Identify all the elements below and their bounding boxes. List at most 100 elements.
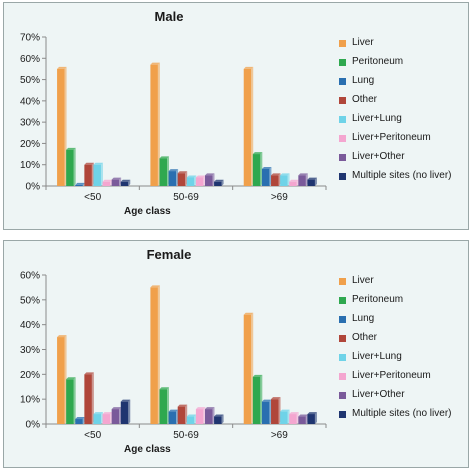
bar bbox=[150, 64, 158, 186]
bar-side bbox=[100, 162, 103, 186]
bar-side bbox=[296, 412, 299, 424]
x-tick-label: >69 bbox=[271, 192, 288, 203]
bar bbox=[57, 337, 65, 424]
legend-swatch bbox=[339, 354, 346, 361]
bar bbox=[84, 164, 92, 186]
bar-side bbox=[73, 147, 76, 186]
bar-side bbox=[194, 414, 197, 424]
y-tick-label: 70% bbox=[20, 33, 40, 44]
bar bbox=[205, 409, 213, 424]
bar bbox=[168, 171, 177, 186]
bar bbox=[75, 419, 83, 424]
legend-swatch bbox=[339, 392, 346, 399]
legend-swatch bbox=[339, 173, 346, 180]
legend-label: Liver+Lung bbox=[352, 113, 402, 124]
bar bbox=[307, 179, 315, 186]
bar-top bbox=[271, 173, 281, 176]
bar-side bbox=[64, 335, 67, 424]
legend-label: Peritoneum bbox=[352, 294, 404, 305]
legend-item: Liver+Other bbox=[339, 151, 467, 170]
legend-item: Multiple sites (no liver) bbox=[339, 408, 467, 427]
x-axis-title: Age class bbox=[124, 444, 171, 455]
bar bbox=[111, 179, 120, 186]
bar-side bbox=[203, 407, 206, 424]
bar bbox=[289, 181, 297, 186]
bar-top bbox=[168, 169, 179, 172]
bar-top bbox=[93, 412, 103, 415]
bar-side bbox=[64, 66, 67, 186]
bar-top bbox=[289, 412, 299, 415]
bar bbox=[57, 68, 65, 186]
bar-top bbox=[186, 175, 197, 178]
bar bbox=[75, 184, 83, 186]
bar bbox=[261, 401, 270, 424]
bar-top bbox=[243, 312, 254, 315]
bar-top bbox=[57, 335, 67, 338]
legend-swatch bbox=[339, 135, 346, 142]
bar-side bbox=[91, 372, 94, 424]
bar bbox=[102, 414, 111, 424]
bar bbox=[252, 154, 261, 186]
y-tick-label: 30% bbox=[20, 118, 40, 129]
bar-top bbox=[280, 409, 290, 412]
legend-label: Liver bbox=[352, 37, 374, 48]
bar bbox=[159, 158, 167, 186]
y-tick-label: 0% bbox=[26, 420, 41, 431]
bar-side bbox=[260, 374, 263, 424]
legend-label: Liver+Other bbox=[352, 151, 405, 162]
y-tick-label: 30% bbox=[20, 345, 40, 356]
bar-side bbox=[305, 173, 308, 186]
bar-top bbox=[307, 412, 317, 415]
legend-swatch bbox=[339, 78, 346, 85]
bar bbox=[280, 175, 288, 186]
bar-side bbox=[269, 399, 272, 424]
y-tick-label: 60% bbox=[20, 271, 40, 282]
bar-top bbox=[84, 162, 94, 165]
bar-top bbox=[261, 399, 272, 402]
legend-swatch bbox=[339, 411, 346, 418]
y-tick-label: 60% bbox=[20, 54, 40, 65]
bar-top bbox=[150, 285, 160, 288]
bar-top bbox=[243, 66, 254, 69]
legend-label: Lung bbox=[352, 313, 375, 324]
bar-top bbox=[252, 152, 263, 155]
bar bbox=[186, 416, 195, 424]
bar-side bbox=[212, 173, 215, 186]
bar-side bbox=[176, 169, 179, 186]
bar-side bbox=[119, 407, 122, 424]
y-tick-label: 50% bbox=[20, 75, 40, 86]
bar-side bbox=[119, 177, 122, 186]
legend-label: Multiple sites (no liver) bbox=[352, 170, 452, 181]
legend-swatch bbox=[339, 97, 346, 104]
legend-item: Peritoneum bbox=[339, 294, 467, 313]
bar bbox=[205, 175, 213, 186]
bar-top bbox=[252, 374, 263, 377]
x-tick-label: 50-69 bbox=[173, 430, 199, 441]
y-tick-label: 50% bbox=[20, 295, 40, 306]
bar-top bbox=[66, 147, 76, 150]
bar-top bbox=[261, 166, 272, 169]
bar-top bbox=[195, 407, 206, 410]
legend-item: Peritoneum bbox=[339, 56, 467, 75]
y-tick-label: 0% bbox=[26, 182, 41, 193]
bar bbox=[243, 314, 252, 424]
bar-top bbox=[75, 182, 85, 185]
bar bbox=[271, 175, 279, 186]
legend-item: Lung bbox=[339, 75, 467, 94]
y-tick-label: 40% bbox=[20, 96, 40, 107]
bar-top bbox=[111, 407, 122, 410]
x-tick-label: 50-69 bbox=[173, 192, 199, 203]
bar-side bbox=[278, 397, 281, 424]
bar-side bbox=[278, 173, 281, 186]
legend-swatch bbox=[339, 297, 346, 304]
bar-side bbox=[176, 409, 179, 424]
bar bbox=[307, 414, 315, 424]
bar-side bbox=[260, 152, 263, 186]
bar-side bbox=[314, 177, 317, 186]
legend-item: Liver+Lung bbox=[339, 113, 467, 132]
bar bbox=[84, 374, 92, 424]
legend-item: Lung bbox=[339, 313, 467, 332]
y-tick-label: 20% bbox=[20, 370, 40, 381]
bar-side bbox=[157, 62, 160, 186]
bar-side bbox=[296, 179, 299, 186]
